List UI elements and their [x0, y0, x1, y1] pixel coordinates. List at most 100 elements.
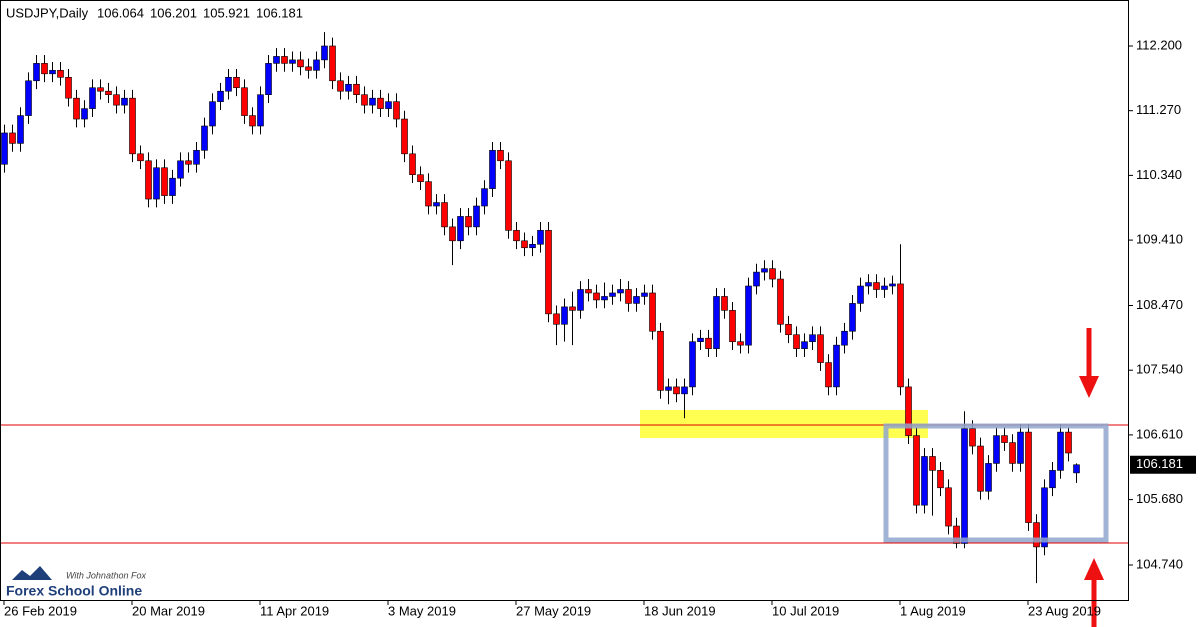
candle-body: [777, 278, 784, 325]
candle-body: [457, 216, 464, 242]
candle-body: [745, 285, 752, 346]
candle-body: [161, 167, 168, 196]
candle-body: [769, 268, 776, 280]
y-tick-label: 108.470: [1136, 297, 1183, 312]
candle-body: [441, 202, 448, 228]
candle-body: [65, 76, 72, 99]
candle-body: [753, 271, 760, 287]
candle-body: [225, 76, 232, 92]
candle-body: [201, 125, 208, 151]
arrow-head: [1084, 558, 1104, 580]
candle-body: [857, 285, 864, 304]
candle-body: [1001, 435, 1008, 443]
candle-body: [937, 470, 944, 489]
candle-body: [1041, 487, 1048, 548]
candle-body: [577, 289, 584, 311]
candle-body: [617, 289, 624, 294]
candle-body: [121, 97, 128, 106]
candle-body: [377, 97, 384, 109]
candle-body: [177, 160, 184, 179]
candle-body: [585, 289, 592, 294]
candle-body: [705, 337, 712, 349]
candle-body: [721, 296, 728, 311]
candle-body: [625, 289, 632, 304]
support-zone: [640, 410, 928, 438]
candle-body: [233, 76, 240, 89]
candle-body: [25, 80, 32, 116]
x-tick-label: 3 May 2019: [388, 603, 456, 618]
candle-body: [969, 428, 976, 447]
arrow-up: [1084, 558, 1104, 627]
y-tick-label: 112.200: [1136, 37, 1182, 52]
candle-body: [977, 445, 984, 492]
candle-body: [1017, 431, 1024, 464]
candle-body: [113, 94, 120, 106]
candle-body: [393, 101, 400, 120]
candle-body: [169, 177, 176, 196]
candle-body: [713, 296, 720, 349]
candle-body: [505, 160, 512, 231]
y-tick-label: 111.270: [1136, 102, 1181, 117]
ohlc-high: 106.201: [150, 5, 197, 20]
logo: With Johnathon Fox Forex School Online: [6, 566, 146, 599]
candle-body: [513, 230, 520, 242]
candle-body: [545, 230, 552, 315]
candle-body: [105, 90, 112, 95]
candle-body: [265, 63, 272, 95]
candle-body: [649, 292, 656, 332]
candle-body: [153, 167, 160, 200]
candle-body: [417, 174, 424, 182]
candle-body: [249, 115, 256, 127]
candle-body: [785, 323, 792, 336]
candle-body: [41, 63, 48, 75]
arrow-head: [1079, 376, 1099, 398]
candle-body: [449, 226, 456, 242]
y-tick-label: 109.410: [1136, 232, 1183, 247]
candle-body: [673, 386, 680, 395]
candle-body: [89, 87, 96, 109]
candle-body: [633, 296, 640, 304]
logo-brand: Forex School Online: [6, 583, 142, 599]
x-tick-label: 26 Feb 2019: [4, 603, 77, 618]
x-tick-label: 10 Jul 2019: [772, 603, 839, 618]
ohlc-close: 106.181: [256, 5, 303, 20]
candle-body: [145, 160, 152, 200]
chart-title: USDJPY,Daily: [6, 5, 89, 20]
candle-body: [729, 310, 736, 342]
candle-body: [409, 153, 416, 175]
candle-body: [57, 70, 64, 78]
candle-body: [353, 83, 360, 95]
candle-body: [681, 386, 688, 395]
candle-body: [961, 428, 968, 544]
candle-body: [465, 216, 472, 228]
candle-body: [209, 101, 216, 127]
candle-body: [737, 341, 744, 346]
candle-body: [385, 101, 392, 109]
candle-body: [97, 87, 104, 92]
candle-body: [945, 487, 952, 527]
candle-body: [361, 94, 368, 106]
candle-body: [889, 283, 896, 287]
candle-body: [337, 80, 344, 92]
logo-mark: [12, 566, 52, 580]
candle-body: [289, 59, 296, 64]
candle-body: [241, 87, 248, 116]
x-tick-label: 18 Jun 2019: [644, 603, 716, 618]
price-label-box: [1130, 455, 1196, 474]
candle-body: [1, 132, 8, 165]
candle-body: [1033, 522, 1040, 548]
x-tick-label: 23 Aug 2019: [1028, 603, 1101, 618]
candle-body: [473, 205, 480, 228]
candle-body: [273, 56, 280, 64]
candle-body: [481, 188, 488, 207]
logo-tagline: With Johnathon Fox: [66, 570, 146, 580]
candle-body: [281, 56, 288, 64]
candle-body: [761, 268, 768, 273]
x-tick-label: 27 May 2019: [516, 603, 591, 618]
candle-body: [697, 337, 704, 342]
candle-body: [801, 341, 808, 349]
candle-body: [953, 525, 960, 544]
candle-body: [305, 66, 312, 71]
candle-body: [993, 435, 1000, 464]
